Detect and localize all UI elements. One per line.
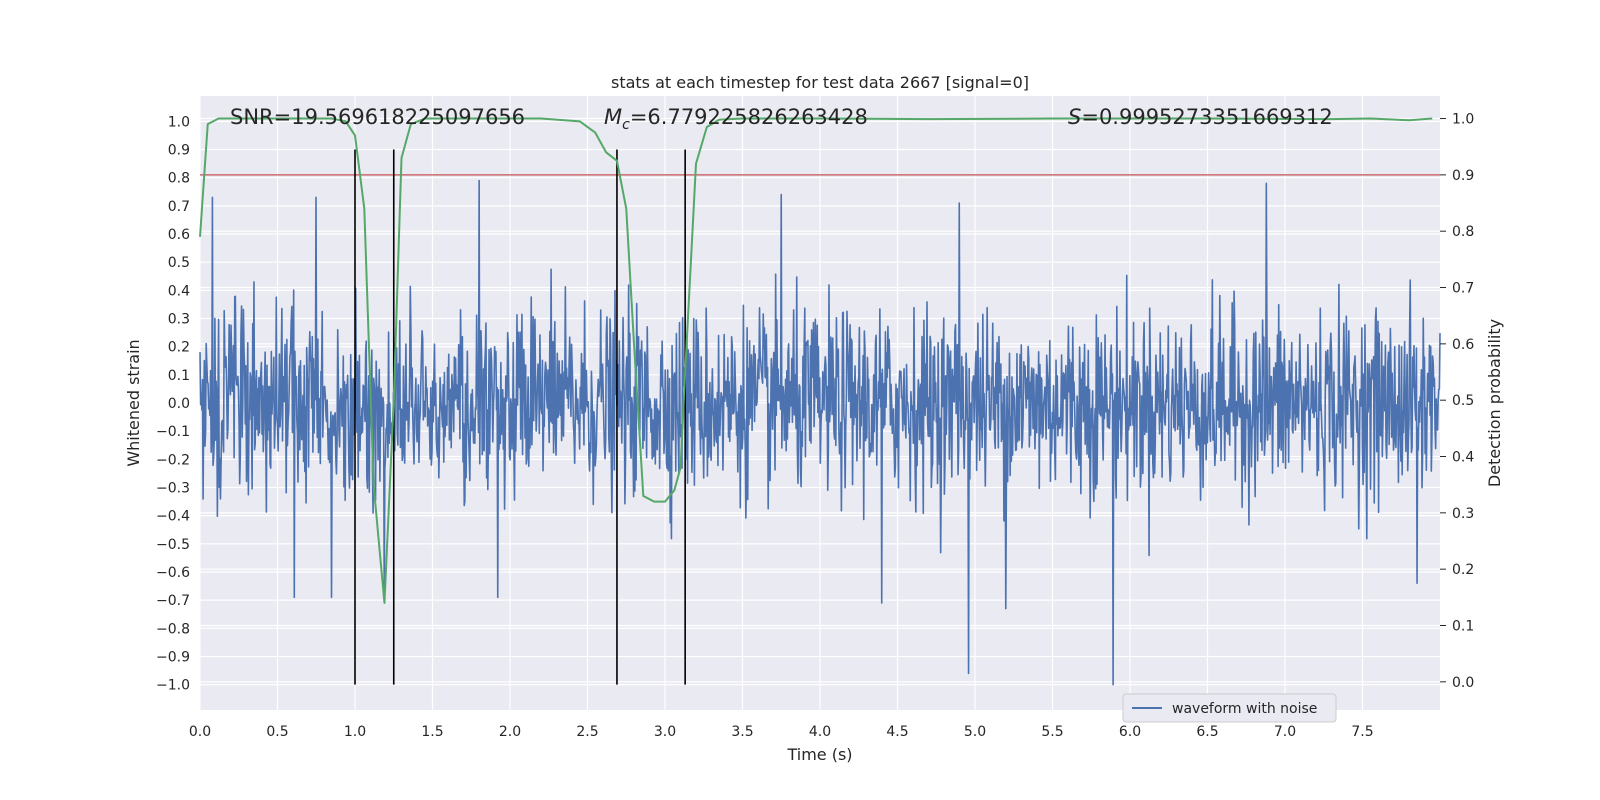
y2-tick-label: 0.0: [1452, 675, 1474, 691]
chirp-mass-subscript: c: [622, 117, 630, 133]
x-tick-label: 7.5: [1351, 724, 1373, 740]
s-annotation: S=0.9995273351669312: [1068, 105, 1333, 129]
x-tick-label: 2.5: [576, 724, 598, 740]
x-tick-label: 1.5: [421, 724, 443, 740]
axis-ticks: 0.0 0.5 1.0 1.5 2.0 2.5 3.0 3.5 4.0 4.5 5.0 5.5 6.0 6…: [156, 112, 1474, 740]
snr-annotation: SNR=19.569618225097656: [230, 105, 525, 129]
y-tick-label: 0.1: [168, 368, 190, 384]
x-tick-label: 5.0: [964, 724, 986, 740]
y-tick-label: −1.0: [156, 678, 190, 694]
y2-tick-label: 0.9: [1452, 168, 1474, 184]
x-tick-label: 6.0: [1119, 724, 1141, 740]
x-tick-label: 2.0: [499, 724, 521, 740]
y2-tick-label: 0.7: [1452, 281, 1474, 297]
x-tick-label: 4.0: [809, 724, 831, 740]
legend-label: waveform with noise: [1172, 701, 1317, 717]
s-value: =0.9995273351669312: [1081, 105, 1332, 129]
legend-box: [1122, 693, 1337, 723]
y-tick-label: −0.3: [156, 480, 190, 496]
x-tick-label: 4.5: [886, 724, 908, 740]
y2-tick-label: 0.3: [1452, 506, 1474, 522]
y-tick-label: 1.0: [168, 114, 190, 130]
s-symbol: S: [1068, 105, 1081, 129]
y-tick-label: 0.2: [168, 340, 190, 356]
legend: waveform with noise: [1122, 693, 1337, 723]
chirp-mass-symbol: M: [604, 105, 622, 129]
chart-title: stats at each timestep for test data 266…: [611, 73, 1029, 92]
y-tick-label: 0.6: [168, 227, 190, 243]
y2-tick-label: 0.1: [1452, 619, 1474, 635]
y2-tick-label: 0.8: [1452, 224, 1474, 240]
y2-tick-label: 0.5: [1452, 393, 1474, 409]
y-tick-label: −0.9: [156, 649, 190, 665]
y-tick-label: −0.4: [156, 509, 190, 525]
y-tick-label: 0.7: [168, 199, 190, 215]
y2-tick-label: 0.6: [1452, 337, 1474, 353]
y-tick-label: −0.2: [156, 452, 190, 468]
x-tick-label: 7.0: [1274, 724, 1296, 740]
probability-series: [199, 117, 1433, 604]
x-tick-label: 6.5: [1196, 724, 1218, 740]
y-tick-label: 0.3: [168, 312, 190, 328]
y-tick-label: −0.8: [156, 621, 190, 637]
chirp-mass-value: =6.779225826263428: [630, 105, 868, 129]
waveform-line: [199, 179, 1441, 686]
y2-axis-label: Detection probability: [1485, 319, 1504, 487]
y-tick-label: 0.8: [168, 171, 190, 187]
y2-tick-label: 1.0: [1452, 112, 1474, 128]
waveform-series: [199, 179, 1441, 686]
y-tick-label: −0.5: [156, 537, 190, 553]
y-tick-label: −0.6: [156, 565, 190, 581]
x-tick-label: 3.5: [731, 724, 753, 740]
x-tick-label: 3.0: [654, 724, 676, 740]
x-tick-label: 5.5: [1041, 724, 1063, 740]
x-tick-label: 1.0: [344, 724, 366, 740]
x-axis-label: Time (s): [786, 745, 852, 764]
y2-tick-label: 0.4: [1452, 450, 1474, 466]
chirp-mass-annotation: Mc=6.779225826263428: [604, 105, 868, 133]
y-tick-label: −0.1: [156, 424, 190, 440]
y-tick-label: 0.0: [168, 396, 190, 412]
y2-tick-label: 0.2: [1452, 562, 1474, 578]
x-tick-label: 0.5: [266, 724, 288, 740]
probability-line: [199, 117, 1433, 604]
x-tick-label: 0.0: [189, 724, 211, 740]
y-tick-label: 0.5: [168, 255, 190, 271]
y-tick-label: 0.9: [168, 143, 190, 159]
y-tick-label: 0.4: [168, 283, 190, 299]
y-axis-label: Whitened strain: [124, 339, 143, 466]
y-tick-label: −0.7: [156, 593, 190, 609]
